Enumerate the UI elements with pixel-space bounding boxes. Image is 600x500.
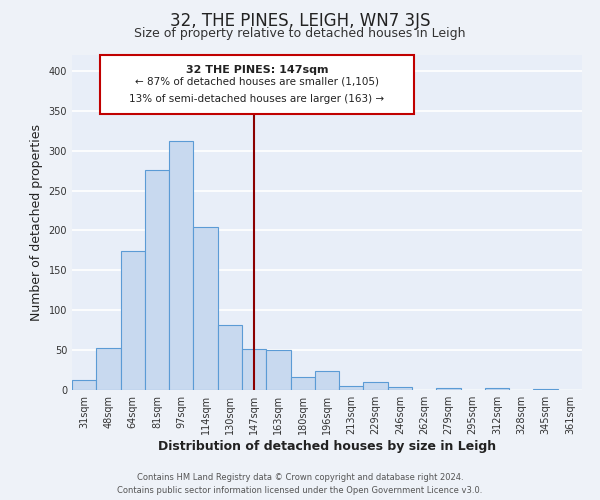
Bar bbox=[339, 386, 364, 390]
Text: ← 87% of detached houses are smaller (1,105): ← 87% of detached houses are smaller (1,… bbox=[135, 77, 379, 87]
Text: Size of property relative to detached houses in Leigh: Size of property relative to detached ho… bbox=[134, 28, 466, 40]
Bar bbox=[266, 350, 290, 390]
Bar bbox=[242, 350, 266, 390]
Bar bbox=[72, 380, 96, 390]
Y-axis label: Number of detached properties: Number of detached properties bbox=[30, 124, 43, 321]
Bar bbox=[218, 326, 242, 390]
Text: Contains HM Land Registry data © Crown copyright and database right 2024.
Contai: Contains HM Land Registry data © Crown c… bbox=[118, 473, 482, 495]
Bar bbox=[169, 141, 193, 390]
Bar bbox=[436, 388, 461, 390]
Bar bbox=[485, 388, 509, 390]
Text: 32, THE PINES, LEIGH, WN7 3JS: 32, THE PINES, LEIGH, WN7 3JS bbox=[170, 12, 430, 30]
Bar bbox=[533, 389, 558, 390]
Bar bbox=[388, 387, 412, 390]
FancyBboxPatch shape bbox=[100, 55, 414, 114]
Bar bbox=[315, 371, 339, 390]
X-axis label: Distribution of detached houses by size in Leigh: Distribution of detached houses by size … bbox=[158, 440, 496, 453]
Bar bbox=[145, 170, 169, 390]
Bar bbox=[290, 377, 315, 390]
Bar bbox=[193, 228, 218, 390]
Text: 13% of semi-detached houses are larger (163) →: 13% of semi-detached houses are larger (… bbox=[130, 94, 385, 104]
Bar bbox=[121, 251, 145, 390]
Bar bbox=[364, 382, 388, 390]
Text: 32 THE PINES: 147sqm: 32 THE PINES: 147sqm bbox=[185, 65, 328, 75]
Bar bbox=[96, 348, 121, 390]
